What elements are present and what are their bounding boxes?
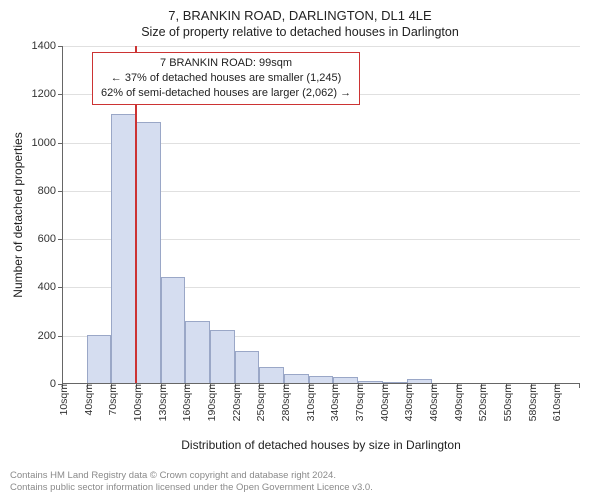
xtick-label: 310sqm [301,384,317,421]
y-axis-label: Number of detached properties [11,132,25,297]
ytick-label: 1200 [32,88,62,100]
xtick-label: 10sqm [54,384,70,416]
xtick-label: 130sqm [153,384,169,421]
x-axis-label: Distribution of detached houses by size … [181,438,461,452]
xtick-label: 250sqm [251,384,267,421]
xtick-label: 40sqm [79,384,95,416]
histogram-bar [111,114,136,384]
chart-container: 7, BRANKIN ROAD, DARLINGTON, DL1 4LE Siz… [0,0,600,500]
annotation-line1: 7 BRANKIN ROAD: 99sqm [101,56,351,71]
xtick-label: 370sqm [350,384,366,421]
xtick-label: 280sqm [276,384,292,421]
xtick-label: 340sqm [325,384,341,421]
ytick-label: 800 [38,185,62,197]
xtick-label: 520sqm [473,384,489,421]
xtick-label: 550sqm [498,384,514,421]
y-axis-line [62,46,63,384]
ytick-label: 200 [38,330,62,342]
xtick-label: 460sqm [424,384,440,421]
xtick-label: 430sqm [399,384,415,421]
histogram-bar [161,277,186,384]
xtick-label: 580sqm [523,384,539,421]
xtick-label: 100sqm [128,384,144,421]
xtick-label: 70sqm [103,384,119,416]
xtick-label: 490sqm [449,384,465,421]
histogram-bar [87,335,112,384]
histogram-bar [259,367,284,384]
histogram-bar [136,122,161,384]
histogram-bar [185,321,210,384]
gridline [62,46,580,47]
footer: Contains HM Land Registry data © Crown c… [10,470,373,494]
annotation-box: 7 BRANKIN ROAD: 99sqm ← 37% of detached … [92,52,360,105]
chart-title-line1: 7, BRANKIN ROAD, DARLINGTON, DL1 4LE [0,0,600,23]
xtick-label: 400sqm [375,384,391,421]
chart-title-line2: Size of property relative to detached ho… [0,23,600,39]
xtick-label: 220sqm [227,384,243,421]
ytick-label: 600 [38,233,62,245]
ytick-label: 1400 [32,40,62,52]
annotation-line2: ← 37% of detached houses are smaller (1,… [101,71,351,86]
xtick-label: 190sqm [202,384,218,421]
footer-line2: Contains public sector information licen… [10,482,373,494]
ytick-label: 1000 [32,137,62,149]
annotation-line3: 62% of semi-detached houses are larger (… [101,86,351,101]
ytick-label: 400 [38,281,62,293]
xtick-label: 160sqm [177,384,193,421]
footer-line1: Contains HM Land Registry data © Crown c… [10,470,373,482]
x-axis-line [62,383,580,384]
xtick-mark [579,384,580,388]
xtick-label: 610sqm [547,384,563,421]
histogram-bar [210,330,235,384]
histogram-bar [235,351,260,384]
